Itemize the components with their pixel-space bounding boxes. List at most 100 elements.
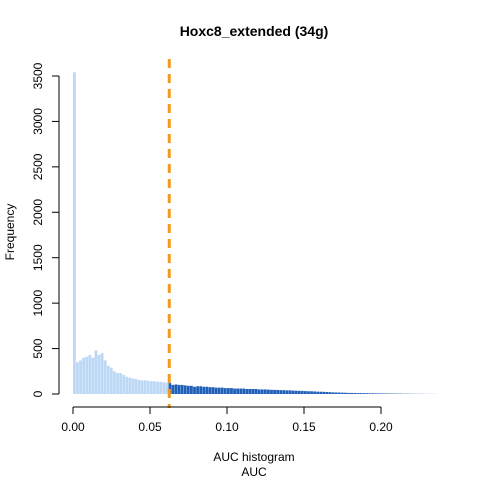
y-tick-label: 3000: [31, 108, 45, 135]
histogram-bar: [298, 391, 301, 394]
histogram-bar: [172, 385, 175, 394]
y-axis: 0 500 1000 1500 2000 2500 3000 3500: [31, 62, 59, 397]
histogram-bar: [184, 385, 187, 394]
x-axis-label: AUC histogram: [213, 450, 294, 464]
histogram-bar: [366, 393, 369, 394]
histogram-bar: [347, 393, 350, 394]
x-tick-label: 0.10: [215, 420, 239, 434]
histogram-bar: [132, 379, 135, 394]
histogram-bar: [261, 389, 264, 394]
histogram-bar: [73, 72, 76, 394]
histogram-bar: [369, 393, 372, 394]
histogram-bar: [255, 389, 258, 394]
histogram-bar: [270, 390, 273, 394]
histogram-bar: [144, 380, 147, 394]
y-tick-label: 500: [31, 338, 45, 358]
histogram-bar: [372, 393, 375, 394]
histogram-bar: [307, 391, 310, 394]
histogram-bar: [381, 393, 384, 394]
histogram-bar: [85, 357, 88, 394]
histogram-bar: [319, 392, 322, 394]
histogram-bar: [215, 388, 218, 394]
histogram-bar: [230, 388, 233, 394]
histogram-bar: [378, 393, 381, 394]
histogram-bar: [199, 386, 202, 394]
histogram-bar: [221, 388, 224, 394]
histogram-bar: [242, 389, 245, 394]
y-tick-label: 0: [31, 390, 45, 397]
histogram-bar: [286, 390, 289, 394]
histogram-bar: [101, 353, 104, 394]
histogram-bar: [304, 391, 307, 394]
histogram-bar: [344, 393, 347, 394]
histogram-bar: [95, 350, 98, 394]
histogram-bar: [359, 393, 362, 394]
histogram-bar: [353, 393, 356, 394]
histogram-bar: [190, 386, 193, 394]
histogram-bar: [147, 381, 150, 394]
histogram-bar: [104, 360, 107, 394]
histogram-bar: [282, 390, 285, 394]
x-tick-label: 0.15: [292, 420, 316, 434]
histogram-bar: [239, 389, 242, 394]
histogram-bar: [196, 386, 199, 394]
histogram-bar: [110, 368, 113, 394]
y-axis-label: Frequency: [3, 204, 17, 261]
histogram-bar: [150, 381, 153, 394]
histogram-bar: [258, 389, 261, 394]
histogram-bar: [356, 393, 359, 394]
histogram-bar: [181, 385, 184, 394]
histogram-bar: [113, 371, 116, 394]
histogram-bar: [279, 390, 282, 394]
histogram-bar: [350, 393, 353, 394]
histogram-bar: [107, 366, 110, 394]
histogram-bar: [91, 358, 94, 394]
histogram-bar: [267, 390, 270, 394]
histogram-bar: [252, 389, 255, 394]
x-tick-label: 0.05: [138, 420, 162, 434]
histogram-bar: [153, 381, 156, 394]
histogram-bar: [141, 380, 144, 394]
y-tick-label: 2500: [31, 153, 45, 180]
histogram-bar: [301, 391, 304, 394]
histogram-bar: [273, 390, 276, 394]
histogram-bar: [363, 393, 366, 394]
histogram-bar: [276, 390, 279, 394]
y-tick-label: 3500: [31, 62, 45, 89]
histogram-bar: [245, 389, 248, 394]
histogram-bar: [335, 392, 338, 394]
histogram-bars: [73, 72, 436, 394]
histogram-bar: [138, 380, 141, 394]
histogram-bar: [98, 355, 101, 394]
histogram-bar: [175, 384, 178, 394]
histogram-bar: [375, 393, 378, 394]
y-tick-label: 1500: [31, 244, 45, 271]
histogram-bar: [212, 387, 215, 394]
histogram-bar: [316, 392, 319, 394]
histogram-bar: [289, 390, 292, 394]
histogram-bar: [178, 385, 181, 394]
x-tick-label: 0.00: [61, 420, 85, 434]
histogram-bar: [384, 393, 387, 394]
histogram-bar: [76, 362, 79, 394]
x-tick-label: 0.20: [369, 420, 393, 434]
chart-title: Hoxc8_extended (34g): [180, 23, 329, 39]
y-tick-label: 2000: [31, 199, 45, 226]
histogram-bar: [88, 355, 91, 394]
histogram-bar: [224, 388, 227, 394]
x-axis-label-secondary: AUC: [241, 465, 267, 479]
histogram-bar: [156, 382, 159, 394]
histogram-bar: [119, 373, 122, 394]
histogram-bar: [125, 377, 128, 394]
histogram-bar: [205, 387, 208, 394]
histogram-bar: [193, 387, 196, 394]
histogram-bar: [338, 393, 341, 394]
histogram-bar: [122, 375, 125, 394]
histogram-bar: [295, 391, 298, 394]
histogram-bar: [82, 358, 85, 394]
histogram-bar: [227, 388, 230, 394]
histogram-bar: [128, 378, 131, 394]
x-axis: 0.00 0.05 0.10 0.15 0.20: [61, 407, 393, 434]
histogram-bar: [236, 389, 239, 394]
